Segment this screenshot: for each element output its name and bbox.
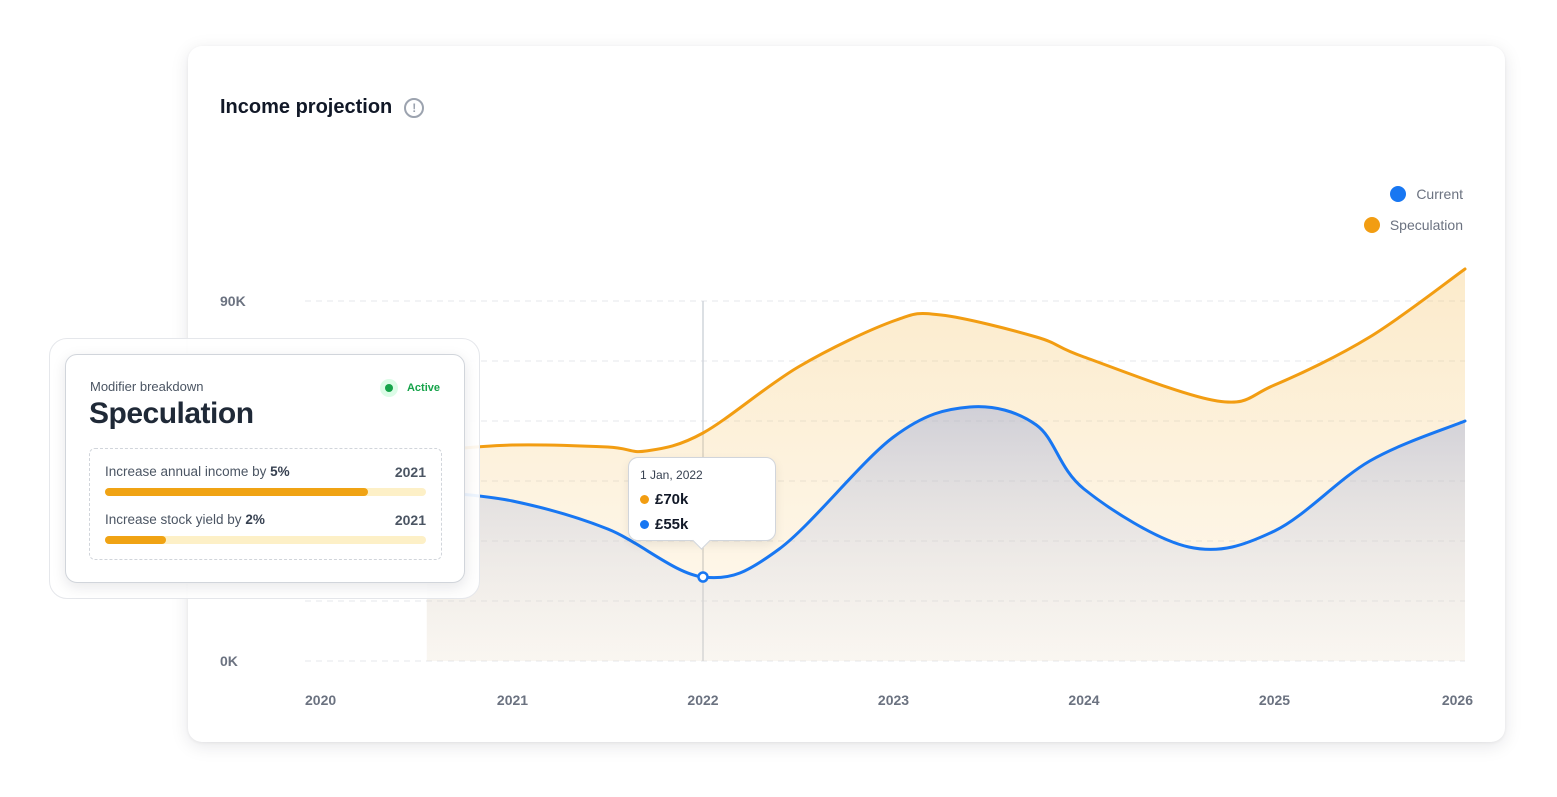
legend-dot-speculation — [1363, 216, 1380, 233]
chart-tooltip: 1 Jan, 2022 £70k £55k — [628, 457, 776, 541]
modifier-item-stock-yield[interactable]: Increase stock yield by 2% 2021 — [105, 507, 426, 555]
modifier-item-year: 2021 — [394, 512, 426, 528]
status-dot-icon — [379, 379, 398, 397]
area-current — [426, 406, 1465, 661]
modifier-breakdown-card: Modifier breakdown Speculation Active In… — [65, 354, 465, 583]
x-tick-label: 2021 — [497, 692, 528, 708]
series-line-speculation — [425, 267, 1467, 454]
x-tick-label: 2026 — [1442, 692, 1473, 708]
chart-title: Income projection — [220, 96, 393, 118]
x-tick-label: 2022 — [687, 692, 718, 708]
legend-label-current: Current — [1416, 185, 1463, 202]
x-tick-label: 2023 — [878, 692, 909, 708]
tooltip-row-speculation: £70k — [640, 487, 764, 512]
progress-fill — [105, 488, 369, 496]
modifier-panel-frame: Modifier breakdown Speculation Active In… — [49, 338, 480, 599]
tooltip-value-current: £55k — [655, 516, 689, 533]
legend-item-speculation[interactable]: Speculation — [1363, 209, 1463, 240]
modifier-list: Increase annual income by 5% 2021 Increa… — [89, 448, 442, 560]
highlight-point — [697, 571, 709, 583]
tooltip-value-speculation: £70k — [655, 491, 689, 508]
tooltip-dot-current — [640, 520, 649, 529]
x-tick-label: 2025 — [1259, 692, 1290, 708]
tooltip-date: 1 Jan, 2022 — [640, 468, 703, 482]
legend-label-speculation: Speculation — [1389, 216, 1463, 233]
series-line-current — [425, 405, 1467, 580]
x-tick-label: 2020 — [305, 692, 336, 708]
x-tick-label: 2024 — [1068, 692, 1099, 708]
card-header: Income projection ! — [220, 96, 425, 119]
info-circle-icon[interactable]: ! — [404, 97, 425, 118]
modifier-item-income[interactable]: Increase annual income by 5% 2021 — [105, 459, 426, 507]
progress-track — [105, 536, 426, 544]
y-tick-label: 0K — [220, 653, 238, 669]
status-badge: Active — [379, 379, 440, 397]
modifier-title: Speculation — [89, 397, 254, 430]
progress-track — [105, 488, 426, 496]
modifier-item-year: 2021 — [394, 464, 426, 480]
progress-fill — [105, 536, 166, 544]
modifier-item-label: Increase stock yield by 2% — [105, 512, 265, 527]
chart-legend: Current Speculation — [1363, 178, 1463, 240]
legend-item-current[interactable]: Current — [1364, 178, 1463, 209]
modifier-item-label: Increase annual income by 5% — [105, 464, 290, 479]
modifier-subtitle: Modifier breakdown — [90, 379, 204, 394]
y-tick-label: 90K — [220, 293, 246, 309]
tooltip-row-current: £55k — [640, 512, 764, 537]
status-label: Active — [406, 382, 440, 394]
legend-dot-current — [1390, 185, 1407, 202]
tooltip-dot-speculation — [640, 495, 649, 504]
